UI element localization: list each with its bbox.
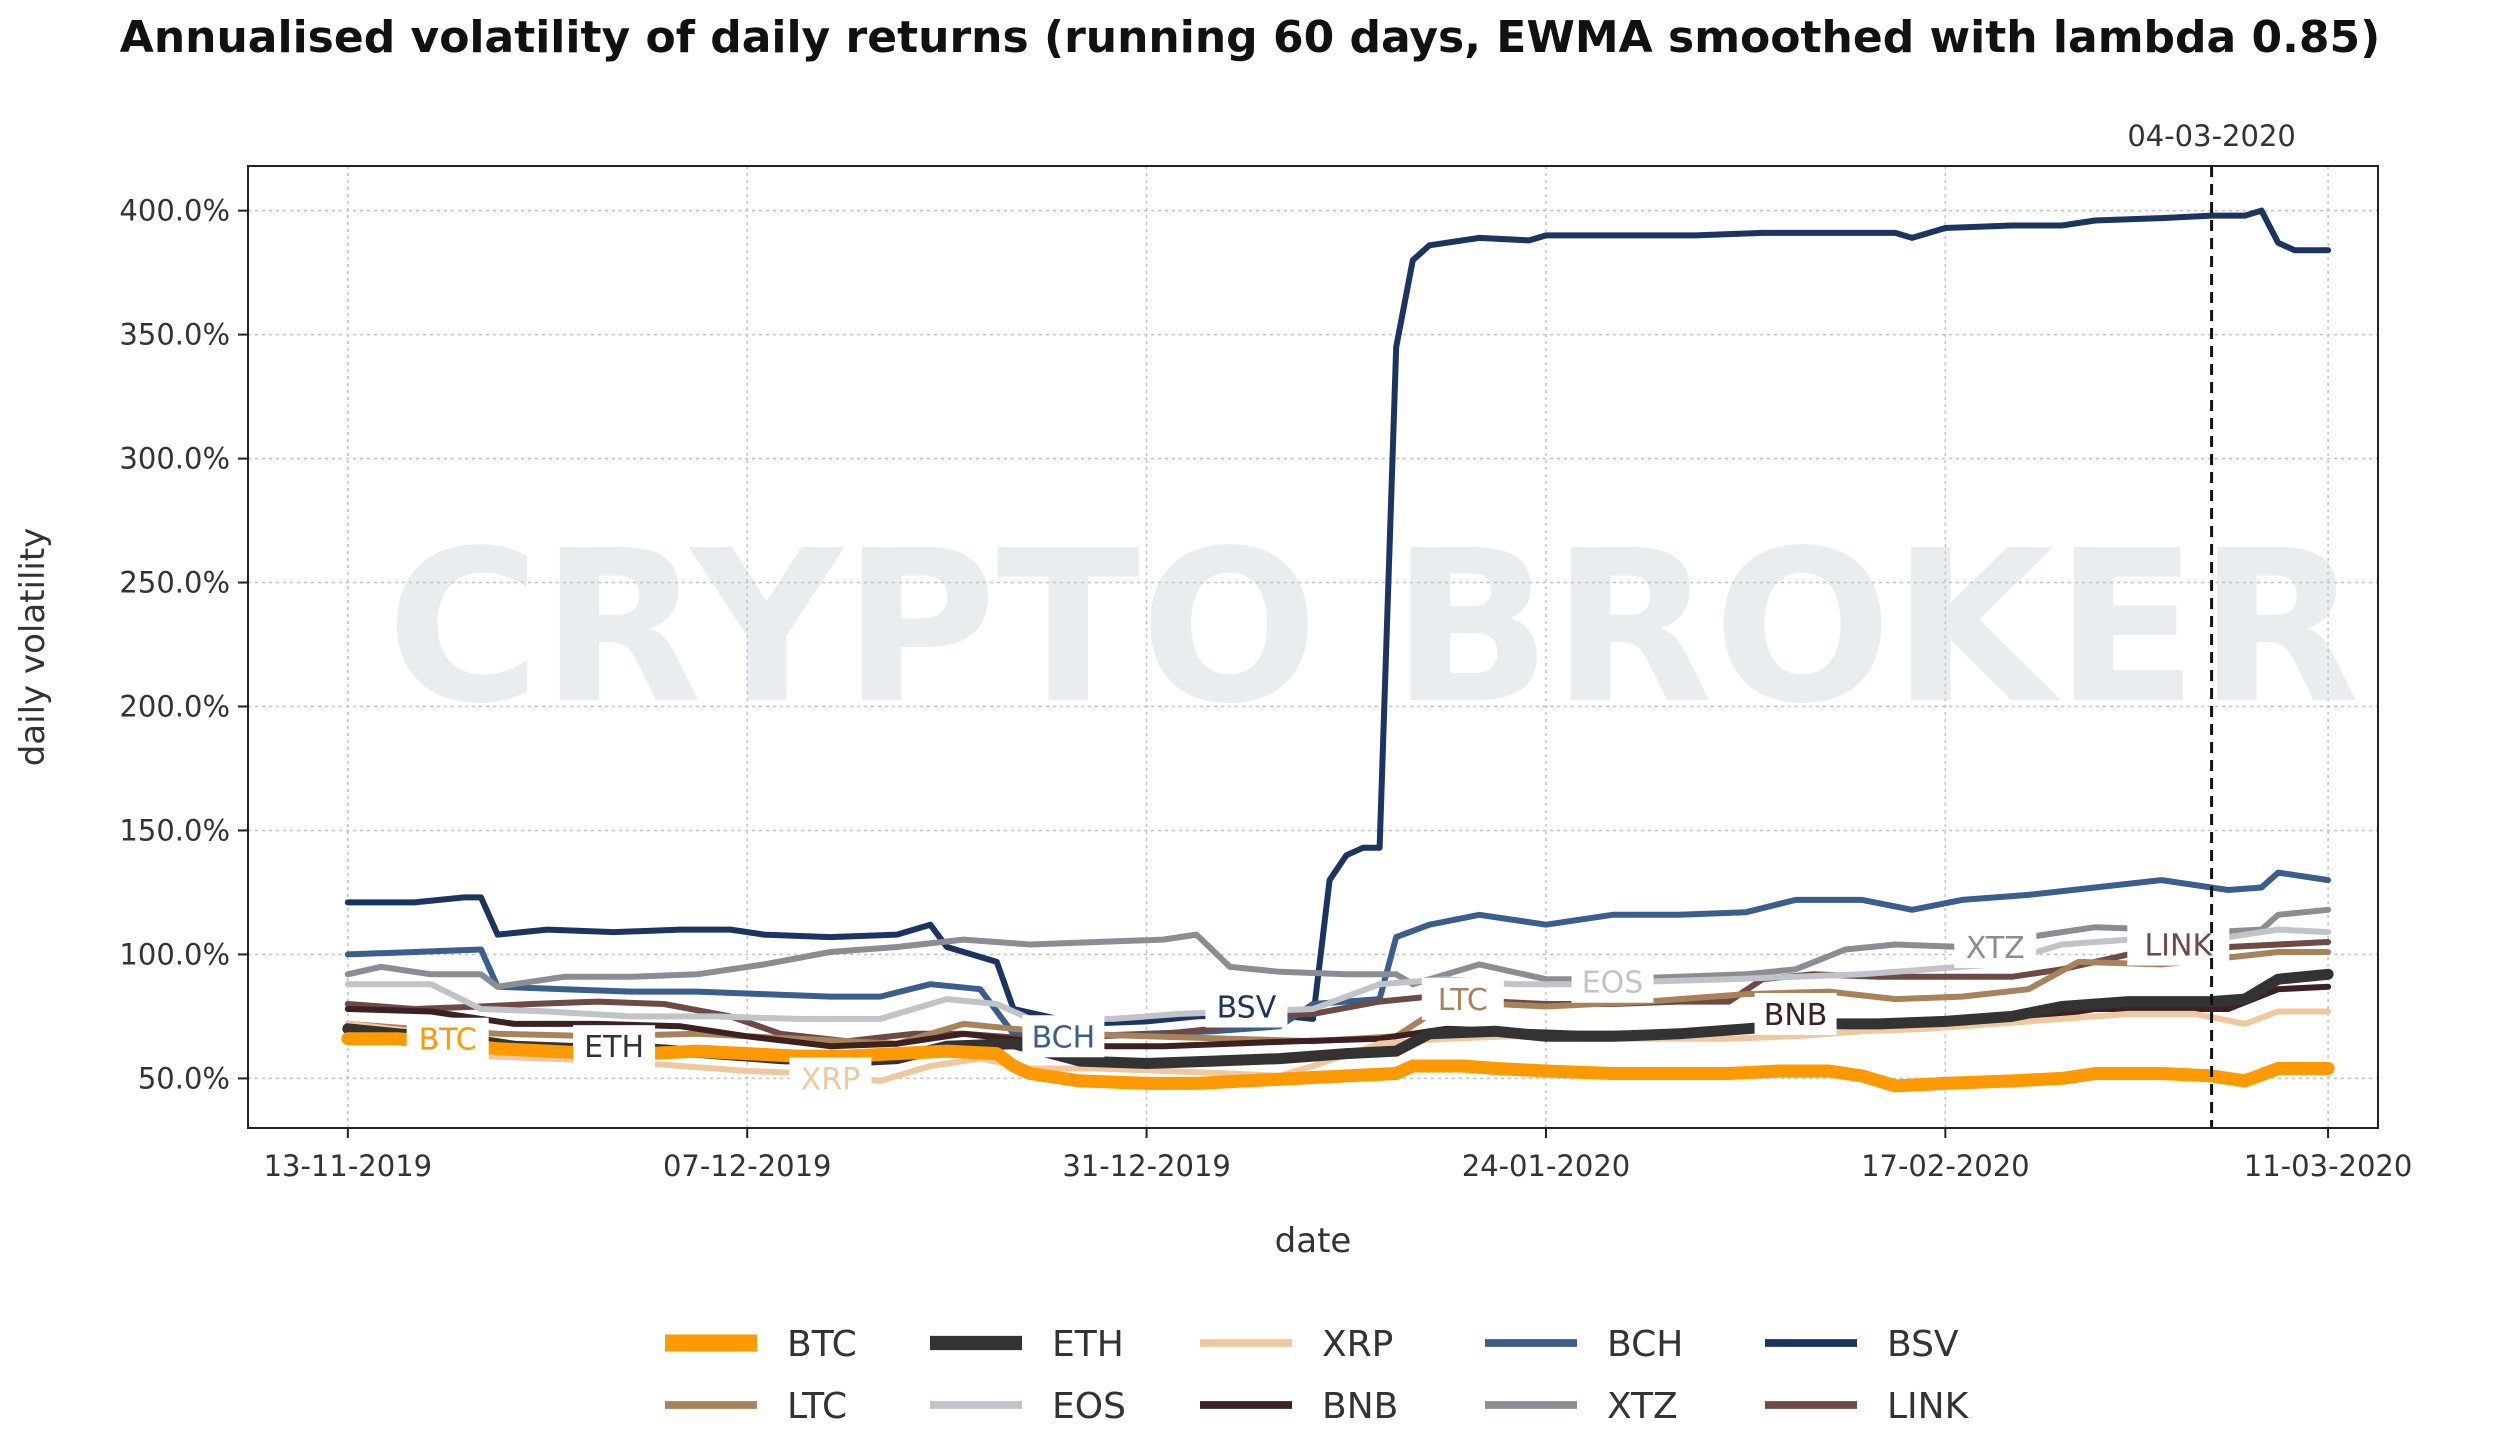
legend-label: BSV <box>1887 1324 1959 1365</box>
legend-item-bsv: BSV <box>1765 1324 1959 1365</box>
series-label-ltc: LTC <box>1438 983 1488 1018</box>
series-label-bg <box>1205 985 1288 1028</box>
x-tick-label: 17-02-2020 <box>1861 1149 2030 1183</box>
series-label-xtz: XTZ <box>1966 931 2025 966</box>
legend-label: BCH <box>1607 1324 1683 1365</box>
legend-item-xtz: XTZ <box>1485 1386 1678 1427</box>
legend-label: ETH <box>1052 1324 1124 1365</box>
y-tick-label: 200.0% <box>119 690 230 724</box>
legend-label: XTZ <box>1607 1386 1678 1427</box>
legend-label: EOS <box>1052 1386 1126 1427</box>
series-label-bsv: BSV <box>1217 991 1277 1026</box>
series-label-bg <box>1421 978 1504 1021</box>
legend-item-bch: BCH <box>1485 1324 1683 1365</box>
series-label-link: LINK <box>2144 929 2213 964</box>
y-tick-label: 50.0% <box>138 1061 230 1095</box>
event-vline-label: 04-03-2020 <box>2127 119 2296 153</box>
legend-item-eth: ETH <box>930 1324 1124 1365</box>
y-tick-label: 100.0% <box>119 937 230 971</box>
y-tick-label: 350.0% <box>119 318 230 352</box>
legend-label: LINK <box>1887 1386 1970 1427</box>
x-tick-label: 31-12-2019 <box>1062 1149 1231 1183</box>
legend-label: XRP <box>1322 1324 1393 1365</box>
series-label-bg <box>1022 1015 1105 1058</box>
y-axis-title: daily volatility <box>13 528 53 767</box>
x-axis-title: date <box>1275 1221 1352 1261</box>
y-tick-label: 400.0% <box>119 194 230 228</box>
series-label-bch: BCH <box>1032 1020 1096 1055</box>
series-label-bg <box>406 1017 489 1060</box>
chart-title: Annualised volatility of daily returns (… <box>119 12 2381 63</box>
series-label-bnb: BNB <box>1764 998 1828 1033</box>
series-line-eos <box>344 926 2332 1022</box>
legend-item-link: LINK <box>1765 1386 1970 1427</box>
x-tick-label: 07-12-2019 <box>663 1149 832 1183</box>
watermark-text: CRYPTO BROKER <box>386 505 2359 750</box>
x-tick-label: 11-03-2020 <box>2244 1149 2413 1183</box>
series-label-bg <box>1954 926 2037 969</box>
series-label-xrp: XRP <box>801 1062 861 1097</box>
legend-item-xrp: XRP <box>1200 1324 1393 1365</box>
legend-label: BTC <box>787 1324 857 1365</box>
series-label-bg <box>1754 992 1837 1035</box>
legend-item-ltc: LTC <box>665 1386 847 1427</box>
series-line-bsv <box>344 207 2332 1027</box>
plot-frame <box>247 165 2379 1129</box>
series-line-link <box>344 939 2332 1045</box>
series-line-xrp <box>344 1008 2332 1084</box>
series-label-bg <box>1571 960 1654 1003</box>
legend-item-btc: BTC <box>665 1324 857 1365</box>
series-label-bg <box>573 1025 656 1068</box>
legend-label: LTC <box>787 1386 847 1427</box>
series-line-bnb <box>344 983 2332 1050</box>
y-tick-label: 300.0% <box>119 442 230 476</box>
x-tick-label: 24-01-2020 <box>1462 1149 1631 1183</box>
series-label-eth: ETH <box>584 1030 644 1065</box>
legend-item-eos: EOS <box>930 1386 1126 1427</box>
legend-item-bnb: BNB <box>1200 1386 1398 1427</box>
series-line-btc <box>341 1032 2335 1093</box>
y-tick-label: 150.0% <box>119 813 230 847</box>
series-label-bg <box>789 1057 872 1100</box>
legend-label: BNB <box>1322 1386 1398 1427</box>
x-tick-label: 13-11-2019 <box>264 1149 433 1183</box>
y-tick-label: 250.0% <box>119 566 230 600</box>
series-label-eos: EOS <box>1582 966 1644 1001</box>
series-label-btc: BTC <box>419 1023 477 1058</box>
